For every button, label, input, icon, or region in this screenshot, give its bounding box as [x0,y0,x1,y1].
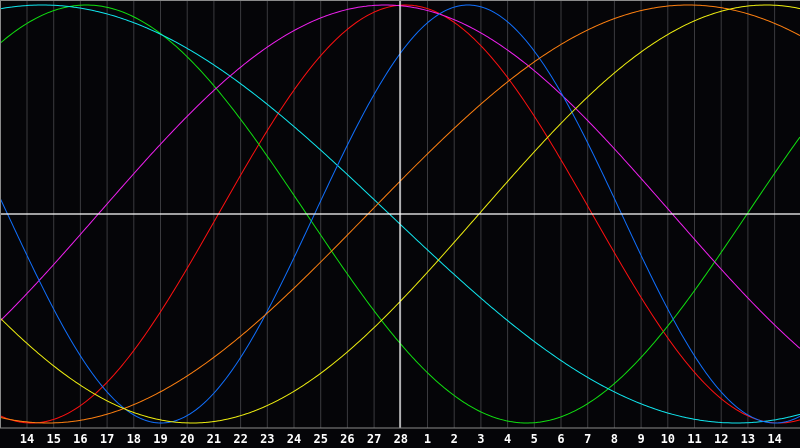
x-tick-label: 16 [73,432,87,446]
x-tick-label: 2 [451,432,458,446]
x-tick-label: 6 [557,432,564,446]
x-tick-label: 5 [531,432,538,446]
x-tick-label: 12 [714,432,728,446]
x-tick-label: 10 [661,432,675,446]
x-tick-label: 25 [313,432,327,446]
x-tick-label: 15 [46,432,60,446]
x-axis-ticks: 14 15 16 17 18 19 20 21 22 23 24 25 26 27 28 1 2 3 4 5 6 7 8 9 1… [20,432,782,446]
x-tick-label: 7 [584,432,591,446]
x-tick-label: 23 [260,432,274,446]
x-tick-label: 27 [367,432,381,446]
x-tick-label: 21 [207,432,221,446]
x-tick-label: 26 [340,432,354,446]
x-tick-label: 8 [611,432,618,446]
x-tick-label: 28 [394,432,408,446]
x-tick-label: 1 [424,432,431,446]
x-tick-label: 14 [20,432,34,446]
x-tick-label: 22 [233,432,247,446]
x-tick-label: 9 [637,432,644,446]
x-tick-label: 3 [477,432,484,446]
x-tick-label: 11 [687,432,701,446]
x-tick-label: 20 [180,432,194,446]
x-tick-label: 4 [504,432,511,446]
x-tick-label: 24 [287,432,301,446]
x-tick-label: 13 [741,432,755,446]
x-tick-label: 19 [153,432,167,446]
x-tick-label: 17 [100,432,114,446]
x-tick-label: 18 [127,432,141,446]
x-tick-label: 14 [767,432,781,446]
